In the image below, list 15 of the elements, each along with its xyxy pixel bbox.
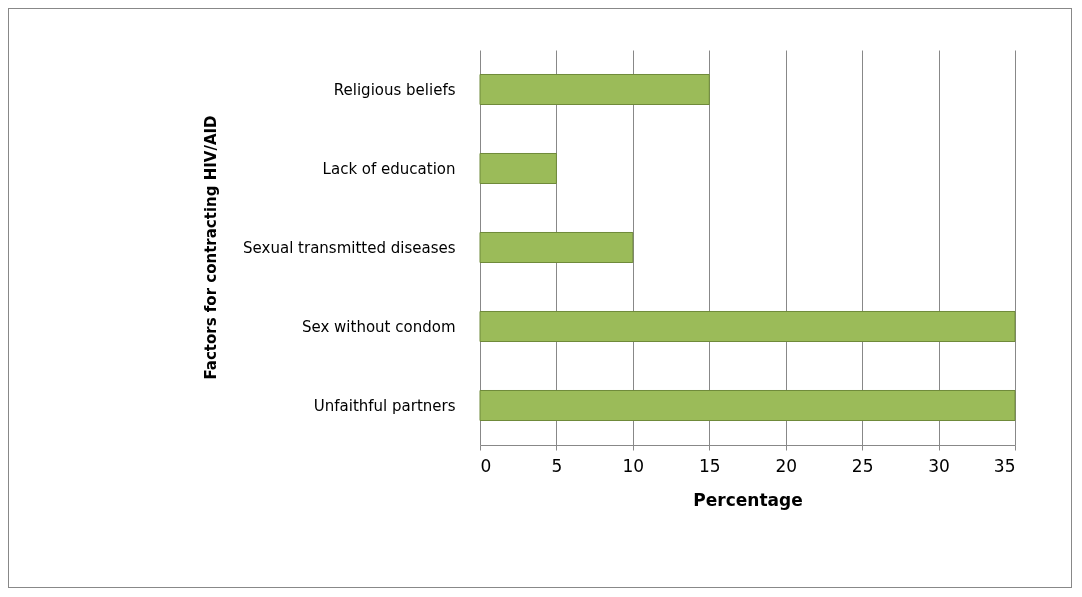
y-axis-title: Factors for contracting HIV/AID bbox=[201, 115, 220, 380]
x-tick-label: 5 bbox=[551, 455, 563, 476]
y-tick-label: Sex without condom bbox=[301, 317, 456, 336]
y-tick-label: Sexual transmitted diseases bbox=[243, 238, 456, 257]
x-tick-label: 0 bbox=[480, 455, 492, 476]
y-tick-label: Religious beliefs bbox=[333, 80, 456, 99]
y-tick-label: Lack of education bbox=[322, 159, 456, 178]
x-tick-label: 20 bbox=[775, 455, 798, 476]
x-tick-label: 25 bbox=[851, 455, 874, 476]
x-tick-label: 10 bbox=[622, 455, 645, 476]
x-tick-label: 15 bbox=[698, 455, 721, 476]
x-tick-label: 35 bbox=[993, 455, 1016, 476]
y-tick-label: Unfaithful partners bbox=[313, 396, 456, 415]
x-tick-label: 30 bbox=[928, 455, 950, 476]
x-axis-title: Percentage bbox=[693, 489, 803, 510]
